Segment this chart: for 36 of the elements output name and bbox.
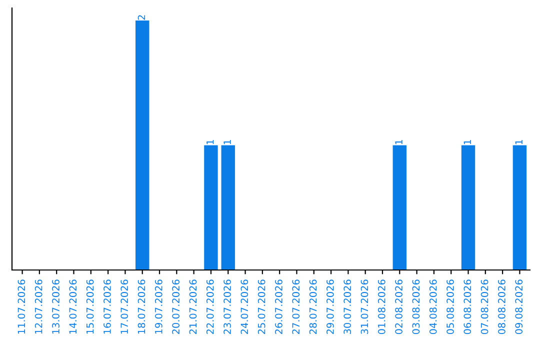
x-tick-label: 30.07.2026 <box>344 280 352 334</box>
x-tick-label: 11.07.2026 <box>18 280 26 334</box>
x-tick-label: 14.07.2026 <box>69 280 77 334</box>
data-label: 1 <box>515 140 522 144</box>
data-label: 1 <box>224 140 231 144</box>
data-label: 1 <box>464 140 471 144</box>
x-tick-label: 18.07.2026 <box>138 280 146 334</box>
x-tick-label: 09.08.2026 <box>515 280 523 334</box>
x-tick-label: 20.07.2026 <box>172 280 180 334</box>
x-tick-label: 03.08.2026 <box>412 280 420 334</box>
x-tick-label: 26.07.2026 <box>275 280 282 334</box>
x-tick-label: 23.07.2026 <box>224 280 231 334</box>
x-tick-label: 06.08.2026 <box>464 280 472 334</box>
x-tick-label: 08.08.2026 <box>498 280 506 334</box>
x-tick-label: 13.07.2026 <box>52 280 60 334</box>
x-tick-label: 07.08.2026 <box>480 280 488 334</box>
x-tick-label: 19.07.2026 <box>154 280 162 334</box>
x-tick-label: 24.07.2026 <box>240 280 248 334</box>
x-tick-label: 01.08.2026 <box>378 280 386 334</box>
data-label: 1 <box>206 140 214 144</box>
x-tick-label: 21.07.2026 <box>189 280 197 334</box>
x-tick-label: 27.07.2026 <box>292 280 300 334</box>
x-tick-label: 04.08.2026 <box>429 280 437 334</box>
x-tick-label: 25.07.2026 <box>258 280 266 334</box>
data-label: 2 <box>138 15 146 20</box>
x-tick-label: 28.07.2026 <box>309 280 317 334</box>
x-tick-label: 02.08.2026 <box>395 280 402 334</box>
x-tick-label: 05.08.2026 <box>446 280 454 334</box>
x-tick-label: 17.07.2026 <box>120 280 128 334</box>
x-tick-label: 15.07.2026 <box>86 280 94 334</box>
data-label: 1 <box>395 140 402 144</box>
x-tick-label: 29.07.2026 <box>326 280 334 334</box>
x-tick-label: 12.07.2026 <box>34 280 42 334</box>
x-tick-label: 31.07.2026 <box>360 280 368 334</box>
x-tick-label: 22.07.2026 <box>206 280 214 334</box>
x-tick-label: 16.07.2026 <box>104 280 111 334</box>
